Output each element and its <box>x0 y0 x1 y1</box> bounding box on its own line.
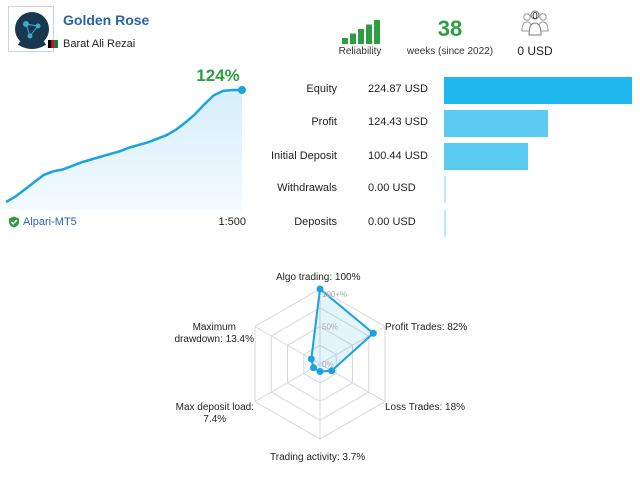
stat-value-deposits: 0.00 USD <box>368 216 416 228</box>
subscribers-count: 0 <box>532 11 538 22</box>
radar-point <box>316 285 324 293</box>
growth-end-point <box>238 86 246 94</box>
signal-name[interactable]: Golden Rose <box>63 12 150 28</box>
radar-label-max-drawdown: Maximum drawdown: 13.4% <box>174 322 255 345</box>
growth-percent: 124% <box>196 66 240 85</box>
stat-label-equity: Equity <box>306 83 337 95</box>
trading-radar: 100+% 50% 0% Algo trading: 100% Profit T… <box>0 262 640 480</box>
stat-bar-withdrawals <box>444 176 446 203</box>
radar-label-max-deposit-load: Max deposit load: 7.4% <box>175 402 254 425</box>
stat-label-deposits: Deposits <box>294 216 337 228</box>
author-name[interactable]: Barat Ali Rezai <box>63 38 136 50</box>
radar-label-trading-activity: Trading activity: 3.7% <box>270 452 366 463</box>
stat-bar-profit <box>444 110 549 137</box>
reliability-bars-icon <box>342 20 380 44</box>
stat-value-profit: 124.43 USD <box>368 116 428 128</box>
subscribers-icon <box>521 10 549 36</box>
radar-point <box>328 367 336 375</box>
radar-point <box>316 368 324 375</box>
stat-value-initial-deposit: 100.44 USD <box>368 150 428 162</box>
stat-label-withdrawals: Withdrawals <box>277 182 337 194</box>
radar-scale-max: 100+% <box>322 290 347 299</box>
weeks-value: 38 <box>437 16 463 41</box>
reliability-bar <box>366 24 372 44</box>
radar-point <box>369 329 377 337</box>
avatar-image <box>9 7 53 51</box>
radar-grid <box>254 288 386 440</box>
radar-label-algo-trading: Algo trading: 100% <box>276 272 361 283</box>
radar-scale-min: 0% <box>322 360 334 369</box>
radar-axis-line <box>254 363 321 402</box>
radar-label-profit-trades: Profit Trades: 82% <box>385 322 468 333</box>
stat-label-profit: Profit <box>311 116 337 128</box>
afghanistan-flag-icon <box>48 40 58 48</box>
growth-chart <box>5 86 246 210</box>
reliability-label: Reliability <box>338 46 382 57</box>
stat-label-initial-deposit: Initial Deposit <box>270 150 337 162</box>
stat-value-equity: 224.87 USD <box>368 83 428 95</box>
signal-avatar[interactable] <box>8 6 54 52</box>
broker-name[interactable]: Alpari-MT5 <box>23 216 77 228</box>
reliability-bar <box>350 33 356 44</box>
stat-value-withdrawals: 0.00 USD <box>368 182 416 194</box>
reliability-bar <box>374 20 380 44</box>
verified-check-icon <box>9 216 19 228</box>
leverage-value: 1:500 <box>218 216 246 228</box>
stat-bar-initial-deposit <box>444 143 528 170</box>
reliability-bar <box>342 38 348 44</box>
growth-line <box>5 88 242 204</box>
radar-scale-mid: 50% <box>322 323 338 332</box>
radar-point <box>310 364 317 372</box>
radar-point <box>307 355 315 363</box>
radar-label-loss-trades: Loss Trades: 18% <box>385 402 466 413</box>
radar-points <box>307 285 377 375</box>
stat-bar-deposits <box>444 210 446 237</box>
reliability-bar <box>358 29 364 44</box>
subscribers-value: 0 USD <box>517 44 553 58</box>
radar-chart: 100+% 50% 0% <box>254 285 386 440</box>
stat-bar-equity <box>444 77 632 104</box>
weeks-label: weeks (since 2022) <box>406 46 494 57</box>
